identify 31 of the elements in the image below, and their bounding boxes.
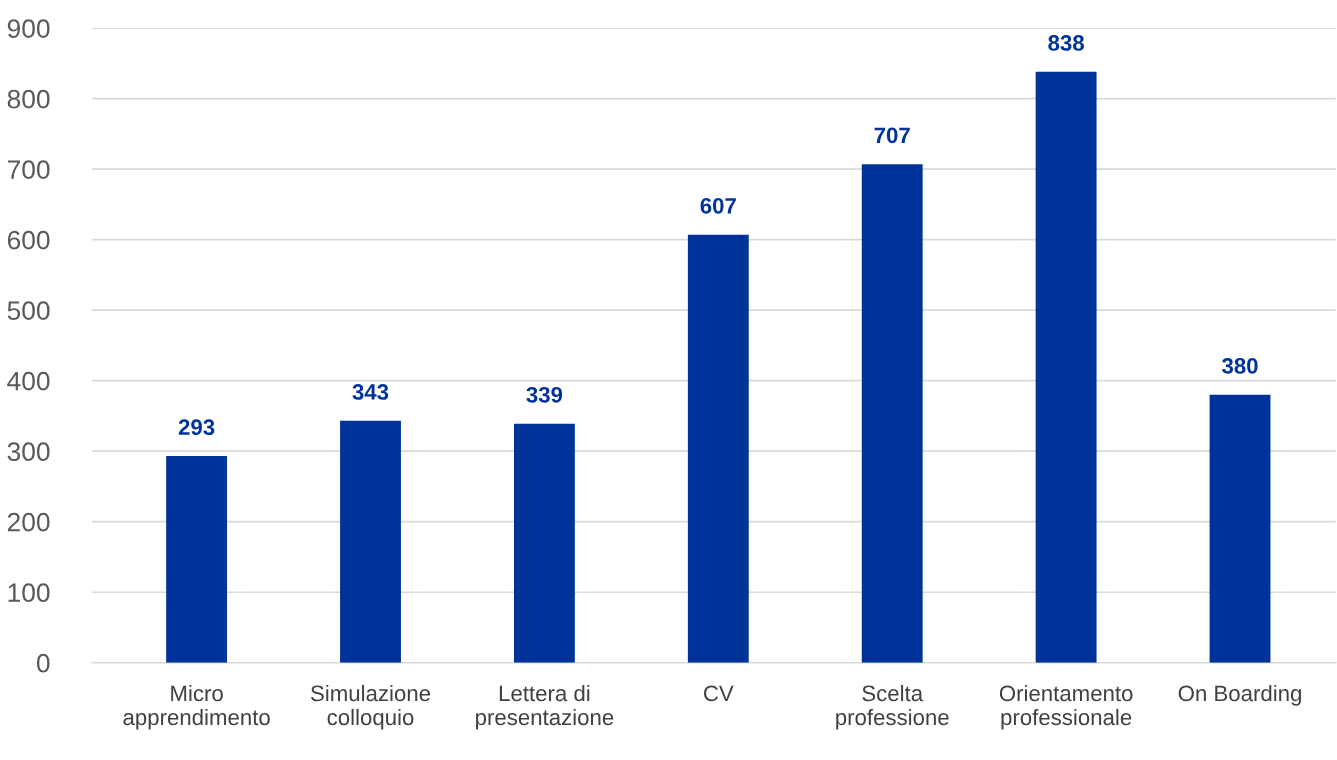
y-tick-label: 100 xyxy=(8,583,50,603)
y-tick-label: 500 xyxy=(7,301,50,320)
x-tick-label: CV xyxy=(704,685,734,702)
y-tick-label: 200 xyxy=(7,512,50,532)
data-label: 293 xyxy=(178,419,215,436)
y-tick-label: 800 xyxy=(7,89,50,109)
y-tick-label: 400 xyxy=(7,371,50,391)
data-label: 343 xyxy=(352,384,389,400)
data-label: 707 xyxy=(874,127,910,144)
data-label: 380 xyxy=(1221,357,1258,374)
x-tick-label: On Boarding xyxy=(1178,684,1301,706)
y-tick-label: 700 xyxy=(7,160,50,179)
y-tick-label: 300 xyxy=(7,442,50,462)
y-tick-label: 600 xyxy=(7,230,50,250)
bar xyxy=(861,164,923,663)
bar xyxy=(687,234,749,663)
bar xyxy=(1035,71,1097,663)
bar xyxy=(340,420,401,663)
bar xyxy=(1209,394,1271,663)
data-label: 838 xyxy=(1048,35,1084,51)
y-tick-label: 900 xyxy=(7,19,50,38)
data-label: 339 xyxy=(526,386,563,403)
bar xyxy=(513,423,575,663)
x-tick-label: Simulazione colloquio xyxy=(310,684,431,730)
x-tick-label: Micro apprendimento xyxy=(123,684,270,730)
data-label: 607 xyxy=(700,197,736,214)
y-tick-label: 0 xyxy=(36,653,50,673)
x-tick-label: Lettera di presentazione xyxy=(476,684,614,730)
bar xyxy=(166,456,228,663)
x-tick-label: Scelta professione xyxy=(836,684,949,730)
x-tick-label: Orientamento professionale xyxy=(999,684,1133,730)
